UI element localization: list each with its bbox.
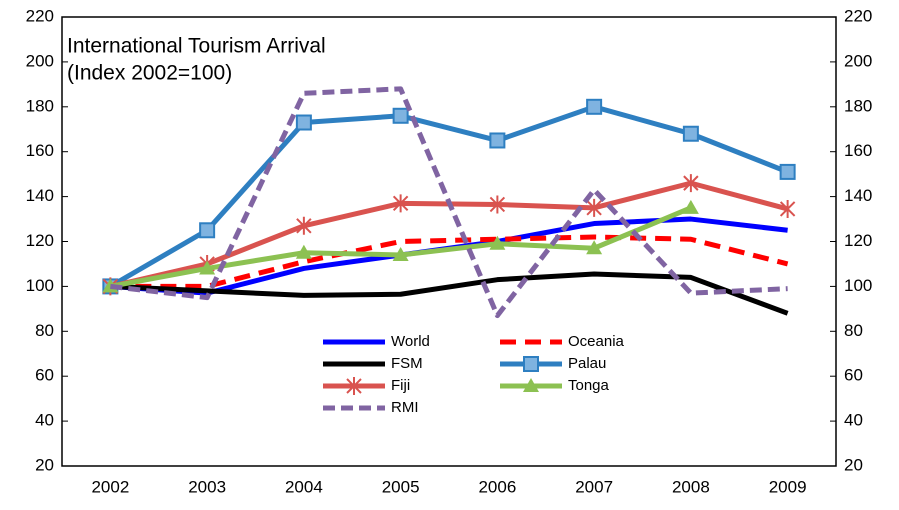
marker	[199, 260, 216, 275]
y-tick-label: 100	[26, 276, 54, 295]
marker	[295, 244, 312, 259]
y-tick-label: 20	[35, 455, 54, 474]
marker	[586, 240, 603, 255]
marker	[295, 114, 312, 131]
y2-tick-label: 220	[844, 6, 872, 25]
marker	[489, 195, 506, 214]
legend-marker	[346, 377, 362, 395]
y2-tick-label: 200	[844, 51, 872, 70]
legend-label: RMI	[391, 399, 419, 416]
legend-label: Palau	[568, 355, 606, 372]
y-tick-label: 80	[35, 321, 54, 340]
marker	[489, 235, 506, 250]
x-tick-label: 2009	[769, 477, 807, 496]
marker	[199, 222, 216, 239]
legend-label: FSM	[391, 355, 423, 372]
x-tick-label: 2005	[382, 477, 420, 496]
chart-title: International Tourism Arrival	[67, 35, 326, 58]
x-tick-label: 2002	[91, 477, 129, 496]
y2-tick-label: 120	[844, 231, 872, 250]
y-tick-label: 160	[26, 141, 54, 160]
marker	[296, 216, 312, 235]
marker	[682, 199, 699, 214]
y2-tick-label: 80	[844, 321, 863, 340]
marker	[392, 107, 409, 124]
marker	[779, 199, 796, 218]
series-line	[110, 234, 789, 289]
x-tick-label: 2003	[188, 477, 226, 496]
legend-label: Oceania	[568, 333, 625, 350]
legend-marker	[523, 356, 539, 372]
chart-subtitle: (Index 2002=100)	[67, 62, 232, 85]
y2-tick-label: 20	[844, 455, 863, 474]
marker	[392, 194, 409, 213]
y2-tick-label: 180	[844, 96, 872, 115]
legend-label: Fiji	[391, 377, 410, 394]
y-tick-label: 40	[35, 411, 54, 430]
x-tick-label: 2008	[672, 477, 710, 496]
y-tick-label: 200	[26, 51, 54, 70]
y2-tick-label: 40	[844, 411, 863, 430]
y2-tick-label: 160	[844, 141, 872, 160]
marker	[489, 132, 506, 149]
legend-label: World	[391, 333, 430, 350]
y2-tick-label: 140	[844, 186, 872, 205]
marker	[683, 174, 699, 193]
marker	[586, 98, 603, 115]
x-tick-label: 2004	[285, 477, 323, 496]
y2-tick-label: 100	[844, 276, 872, 295]
series-line	[109, 104, 789, 289]
y-tick-label: 120	[26, 231, 54, 250]
marker	[779, 163, 796, 180]
y-tick-label: 60	[35, 366, 54, 385]
series-line	[110, 86, 788, 319]
y-tick-label: 180	[26, 96, 54, 115]
legend-marker	[523, 378, 539, 392]
y-tick-label: 220	[26, 6, 54, 25]
y-tick-label: 140	[26, 186, 54, 205]
marker	[586, 198, 602, 217]
y2-tick-label: 60	[844, 366, 863, 385]
x-tick-label: 2006	[478, 477, 516, 496]
marker	[392, 246, 409, 261]
marker	[682, 125, 699, 142]
legend-label: Tonga	[568, 377, 610, 394]
x-tick-label: 2007	[575, 477, 613, 496]
